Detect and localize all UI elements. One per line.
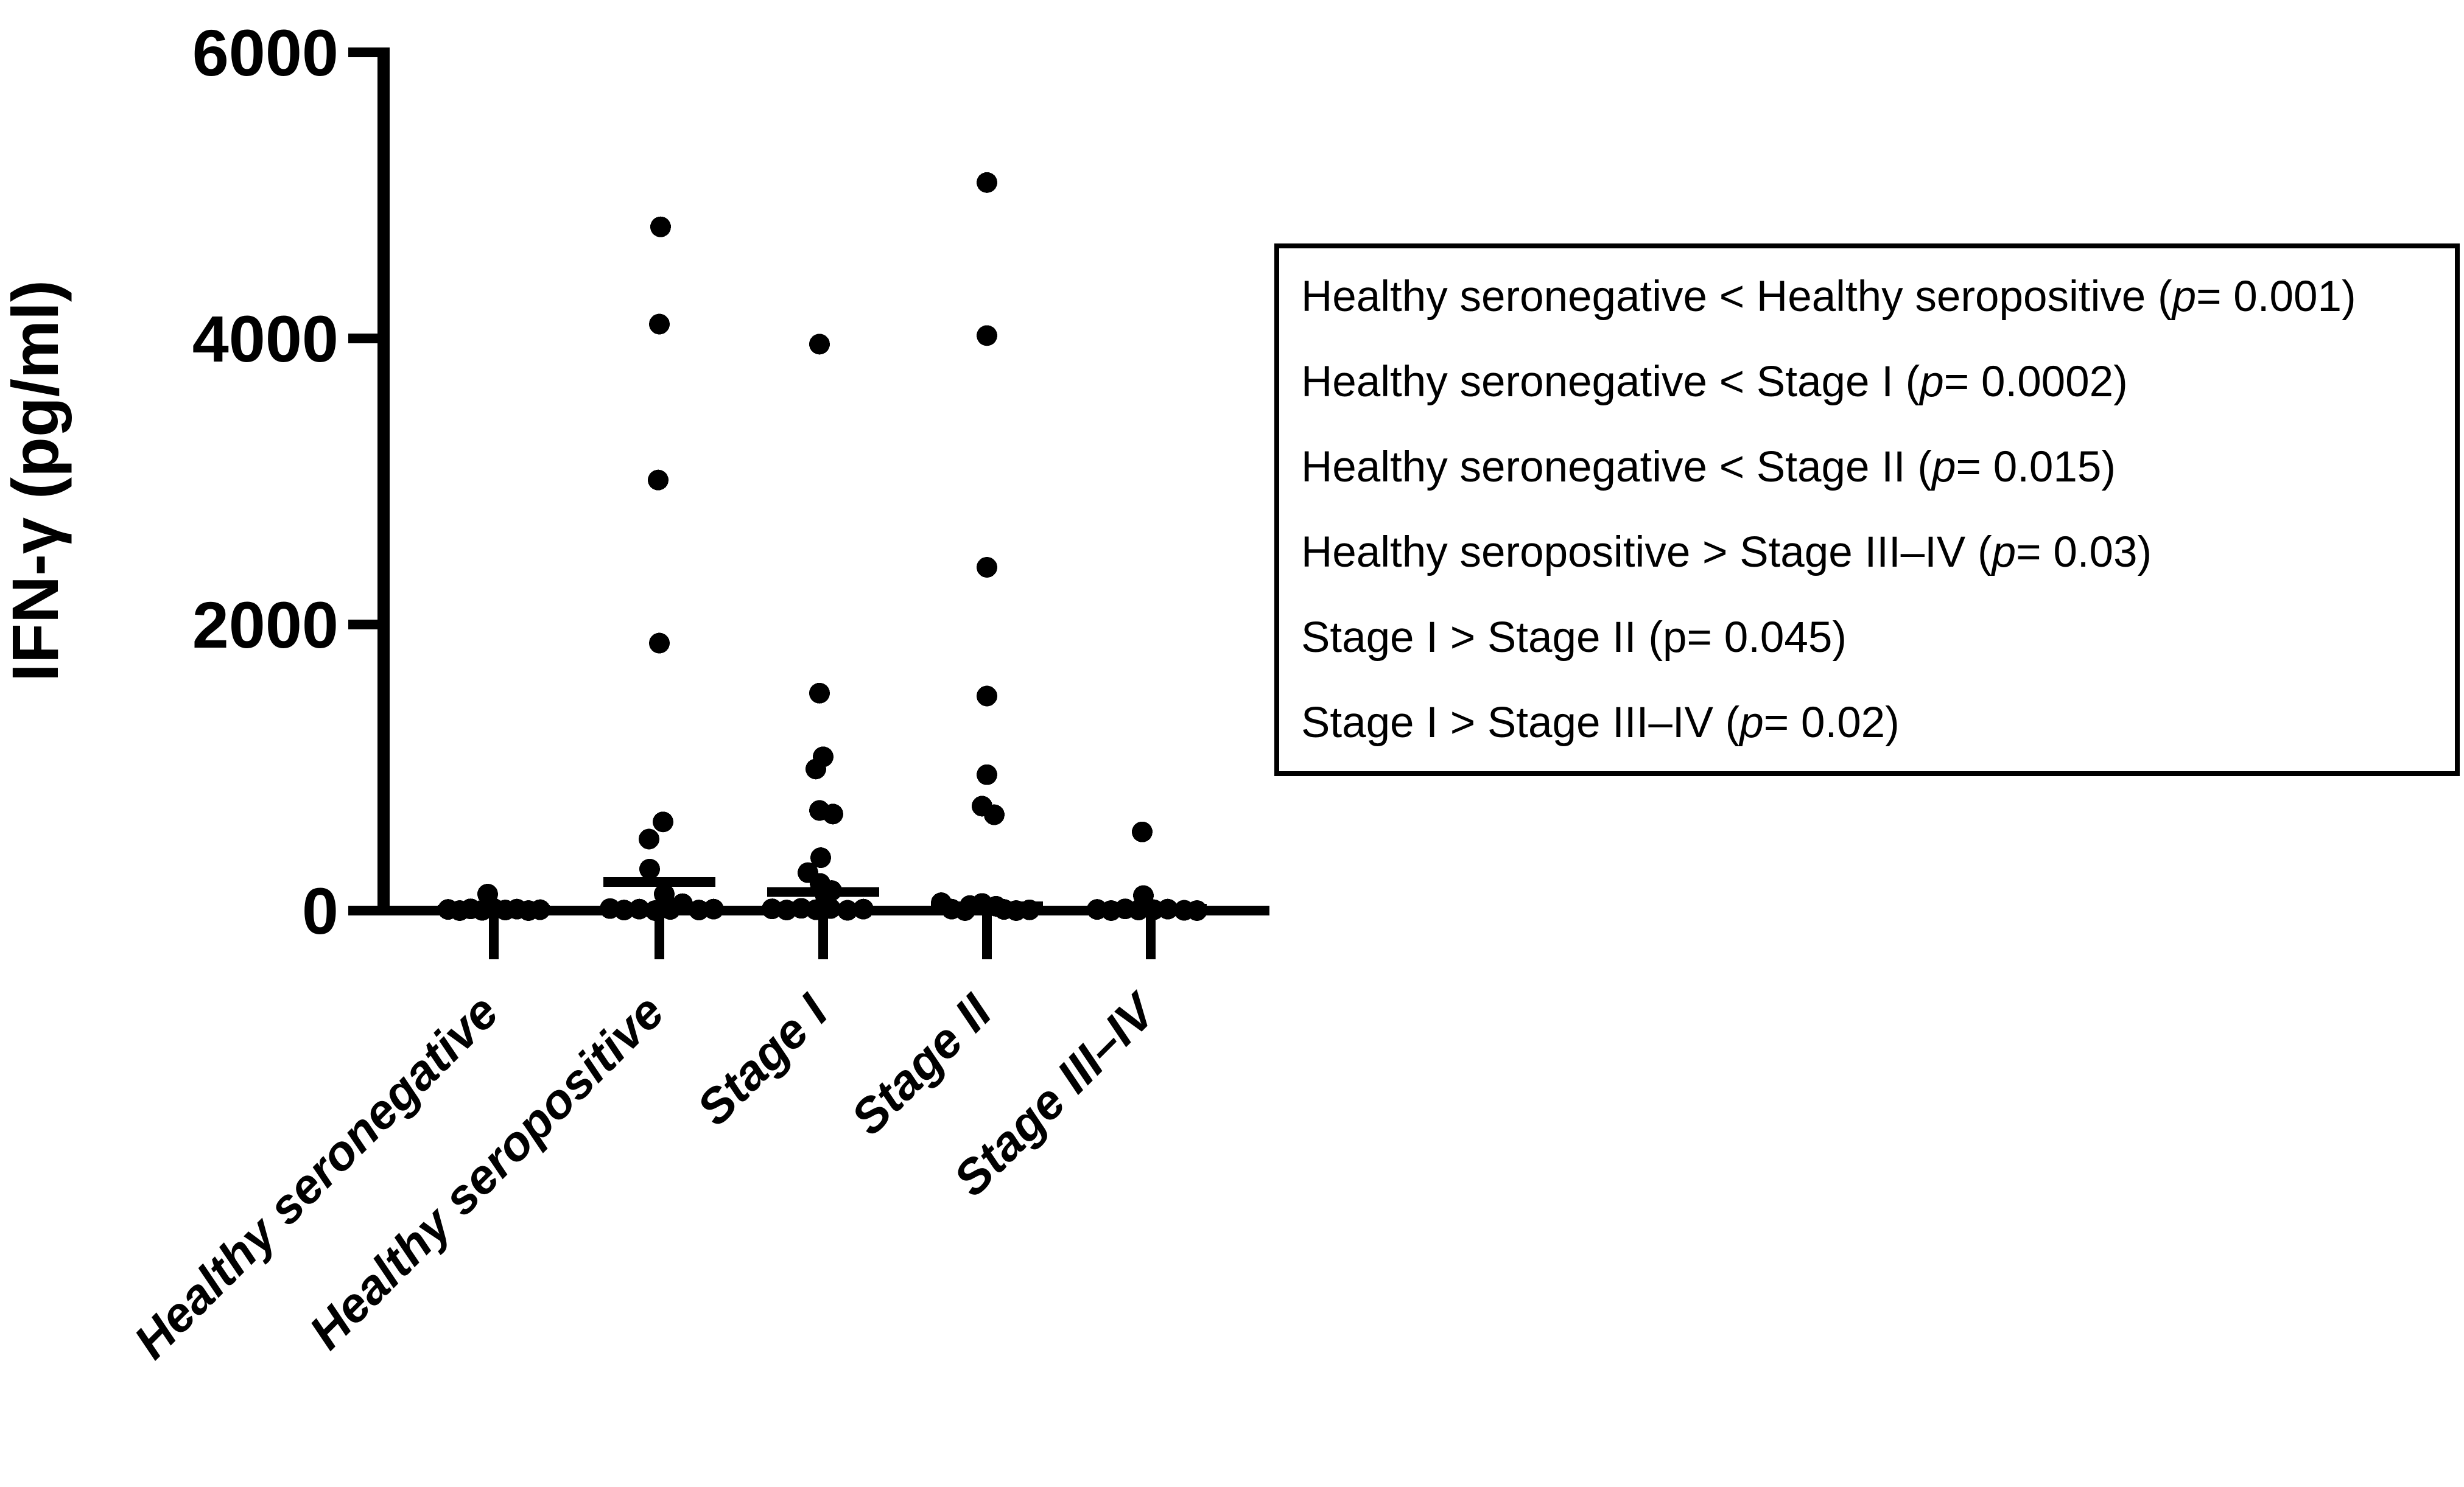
data-point: [614, 900, 634, 921]
data-point: [1019, 899, 1040, 920]
legend-box: Healthy seronegative < Healthy seroposit…: [1274, 243, 2460, 776]
data-point: [823, 803, 843, 825]
x-tick: [1146, 915, 1156, 959]
data-point: [837, 900, 858, 921]
y-axis-line: [377, 47, 390, 915]
data-point: [650, 216, 671, 237]
legend-line: Healthy seronegative < Healthy seroposit…: [1301, 273, 2356, 321]
legend-line: Healthy seronegative < Stage I (p= 0.000…: [1301, 358, 2128, 406]
x-tick: [489, 915, 499, 959]
data-point: [977, 685, 997, 707]
y-tick-6000: [348, 47, 377, 57]
data-point: [810, 847, 831, 869]
legend-line: Stage I > Stage II (p= 0.045): [1301, 614, 1847, 662]
data-point: [809, 334, 830, 355]
p-value-symbol: p: [1932, 443, 1956, 491]
x-tick: [982, 915, 992, 959]
x-tick: [818, 915, 828, 959]
median-bar: [603, 877, 715, 887]
data-point: [530, 899, 550, 920]
data-point: [984, 804, 1005, 825]
p-value-symbol: p: [1992, 528, 2016, 576]
data-point: [977, 764, 997, 785]
data-point: [977, 172, 997, 193]
data-point: [639, 828, 659, 850]
data-point: [653, 811, 673, 833]
data-point: [820, 898, 841, 919]
data-point: [703, 898, 724, 920]
y-tick-4000: [348, 334, 377, 343]
y-tick-2000: [348, 620, 377, 629]
y-axis-title: IFN-γ (pg/ml): [0, 280, 72, 682]
data-point: [1128, 900, 1149, 921]
y-tick-label: 4000: [192, 302, 339, 376]
legend-line: Healthy seropositive > Stage III–IV (p= …: [1301, 528, 2152, 576]
data-point: [853, 898, 874, 920]
y-tick-label: 0: [302, 874, 339, 948]
legend-line: Healthy seronegative < Stage II (p= 0.01…: [1301, 443, 2116, 491]
p-value-symbol: p: [1920, 358, 1944, 406]
data-point: [1187, 900, 1207, 921]
data-point: [645, 900, 665, 921]
p-value-symbol: p: [1739, 699, 1764, 747]
data-point: [660, 899, 681, 920]
data-point: [649, 313, 670, 335]
data-point: [809, 682, 830, 704]
p-value-symbol: p: [2172, 273, 2197, 321]
data-point: [689, 900, 709, 921]
data-point: [1157, 898, 1178, 920]
data-point: [806, 758, 826, 780]
data-point: [648, 469, 669, 491]
data-point: [977, 557, 997, 578]
data-point: [1132, 821, 1153, 842]
data-point: [639, 858, 660, 880]
data-point: [629, 898, 650, 920]
data-points-layer: [438, 172, 1207, 921]
x-category-label: Stage I: [687, 984, 839, 1136]
data-point: [649, 632, 670, 654]
p-value-symbol: p: [1663, 614, 1687, 662]
legend-line: Stage I > Stage III–IV (p= 0.02): [1301, 699, 1900, 747]
x-tick: [655, 915, 664, 959]
data-point: [977, 325, 997, 346]
data-point: [477, 883, 498, 904]
y-tick-label: 2000: [192, 588, 339, 662]
y-tick-label: 6000: [192, 16, 339, 89]
x-category-label: Stage II: [841, 984, 1002, 1145]
